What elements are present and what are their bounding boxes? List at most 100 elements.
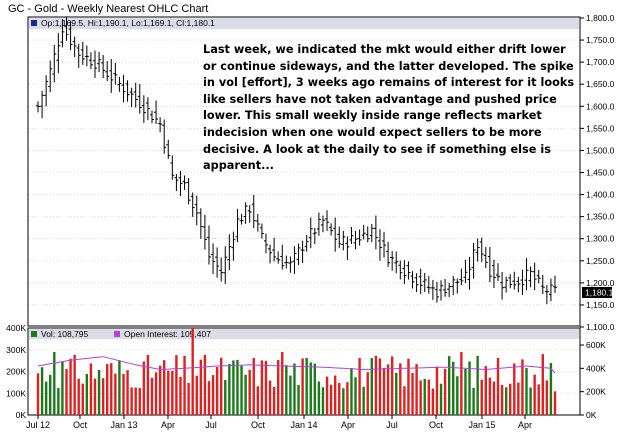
- volume-bar: [476, 355, 479, 415]
- price-y-tick-label: 1,550.0: [586, 123, 615, 133]
- volume-bar: [541, 354, 544, 415]
- ohlc-bar: [247, 205, 252, 223]
- price-y-tick-label: 1,600.0: [586, 101, 615, 111]
- ohlc-bar: [88, 52, 93, 70]
- volume-bar: [289, 375, 292, 415]
- volume-bar: [427, 379, 431, 415]
- volume-bar: [264, 360, 268, 415]
- volume-bar: [77, 378, 80, 415]
- ohlc-bar: [284, 255, 289, 269]
- volume-left-tick-label: 200K: [6, 367, 26, 377]
- volume-bar: [53, 351, 56, 415]
- ohlc-bar: [227, 234, 232, 271]
- volume-bar: [167, 370, 170, 415]
- volume-bar: [374, 355, 378, 415]
- volume-bar: [187, 382, 190, 415]
- ohlc-bar: [72, 36, 77, 58]
- volume-bar: [411, 373, 414, 415]
- price-y-tick-label: 1,800.0: [586, 13, 615, 23]
- volume-legend-swatch: [31, 331, 37, 337]
- volume-bars: [36, 328, 557, 415]
- volume-bar: [338, 382, 341, 415]
- ohlc-bar: [206, 225, 211, 265]
- ohlc-bar: [149, 110, 154, 124]
- volume-bar: [431, 388, 435, 415]
- volume-bar: [179, 376, 182, 415]
- volume-bar: [301, 358, 304, 415]
- ohlc-bar: [80, 41, 85, 65]
- ohlc-bar: [162, 119, 167, 154]
- volume-bar: [199, 359, 203, 415]
- price-y-tick-label: 1,750.0: [586, 35, 615, 45]
- volume-bar: [158, 365, 162, 415]
- ohlc-bar: [178, 170, 183, 197]
- volume-bar: [390, 356, 394, 415]
- price-y-tick-label: 1,400.0: [586, 190, 615, 200]
- volume-left-tick-label: 0K: [16, 410, 27, 420]
- volume-bar: [423, 378, 426, 415]
- volume-bar: [419, 380, 422, 415]
- volume-bar: [529, 387, 532, 415]
- ohlc-bar: [455, 278, 460, 294]
- volume-bar: [537, 384, 540, 415]
- ohlc-bar: [170, 155, 175, 180]
- price-legend-strip: [29, 18, 579, 29]
- annotation-line: Last week, we indicated the mkt would ei…: [203, 43, 566, 56]
- volume-bar: [49, 374, 52, 415]
- volume-bar: [513, 363, 516, 415]
- volume-bar: [484, 366, 487, 415]
- volume-right-tick-label: 0K: [586, 410, 597, 420]
- volume-bar: [150, 377, 154, 415]
- volume-bar: [272, 386, 276, 415]
- ohlc-bar: [353, 230, 358, 250]
- ohlc-bar: [512, 271, 517, 290]
- volume-bar: [268, 380, 272, 415]
- volume-bar: [224, 380, 227, 415]
- ohlc-bar: [211, 243, 216, 274]
- volume-bar: [40, 367, 44, 415]
- ohlc-bar: [402, 260, 407, 285]
- volume-bar: [370, 358, 374, 415]
- volume-bar: [69, 358, 72, 415]
- commentary-annotation: Last week, we indicated the mkt would ei…: [203, 42, 575, 175]
- volume-bar: [313, 363, 317, 415]
- volume-bar: [101, 378, 105, 415]
- volume-bar: [456, 376, 459, 415]
- volume-bar: [496, 357, 500, 415]
- ohlc-bar: [263, 233, 268, 254]
- ohlc-bar: [516, 276, 521, 293]
- ohlc-bar: [101, 54, 106, 79]
- ohlc-bar: [121, 74, 126, 103]
- volume-bar: [386, 364, 390, 415]
- volume-bar: [447, 356, 451, 415]
- price-y-tick-label: 1,700.0: [586, 57, 615, 67]
- ohlc-bar: [117, 76, 122, 92]
- volume-legend-vol: Vol: 108,795: [41, 329, 89, 339]
- price-y-tick-label: 1,650.0: [586, 79, 615, 89]
- x-tick-label: Jan 15: [468, 420, 495, 430]
- ohlc-bar: [255, 214, 260, 232]
- volume-bar: [154, 372, 158, 415]
- volume-bar: [81, 383, 84, 415]
- ohlc-bar: [231, 231, 236, 261]
- volume-panel: Vol: 108,795 Open Interest: 105,407 400K…: [6, 323, 606, 420]
- volume-bar: [142, 361, 146, 415]
- volume-bar: [346, 382, 349, 415]
- volume-bar: [256, 386, 260, 415]
- ohlc-bar: [105, 61, 110, 82]
- x-tick-label: Jan 14: [290, 420, 317, 430]
- volume-bar: [464, 368, 467, 415]
- ohlc-bar: [166, 139, 171, 159]
- ohlc-bar: [463, 259, 468, 284]
- ohlc-bar: [84, 45, 89, 67]
- price-panel-frame: [27, 16, 581, 327]
- ohlc-bar: [316, 212, 321, 236]
- volume-bar: [260, 360, 264, 415]
- volume-bar: [122, 373, 125, 415]
- ohlc-bar: [341, 230, 346, 251]
- annotation-line: apparent...: [203, 159, 274, 173]
- volume-bar: [415, 364, 418, 415]
- ohlc-bar: [487, 246, 492, 283]
- ohlc-bar: [56, 33, 61, 74]
- ohlc-bar: [548, 278, 553, 302]
